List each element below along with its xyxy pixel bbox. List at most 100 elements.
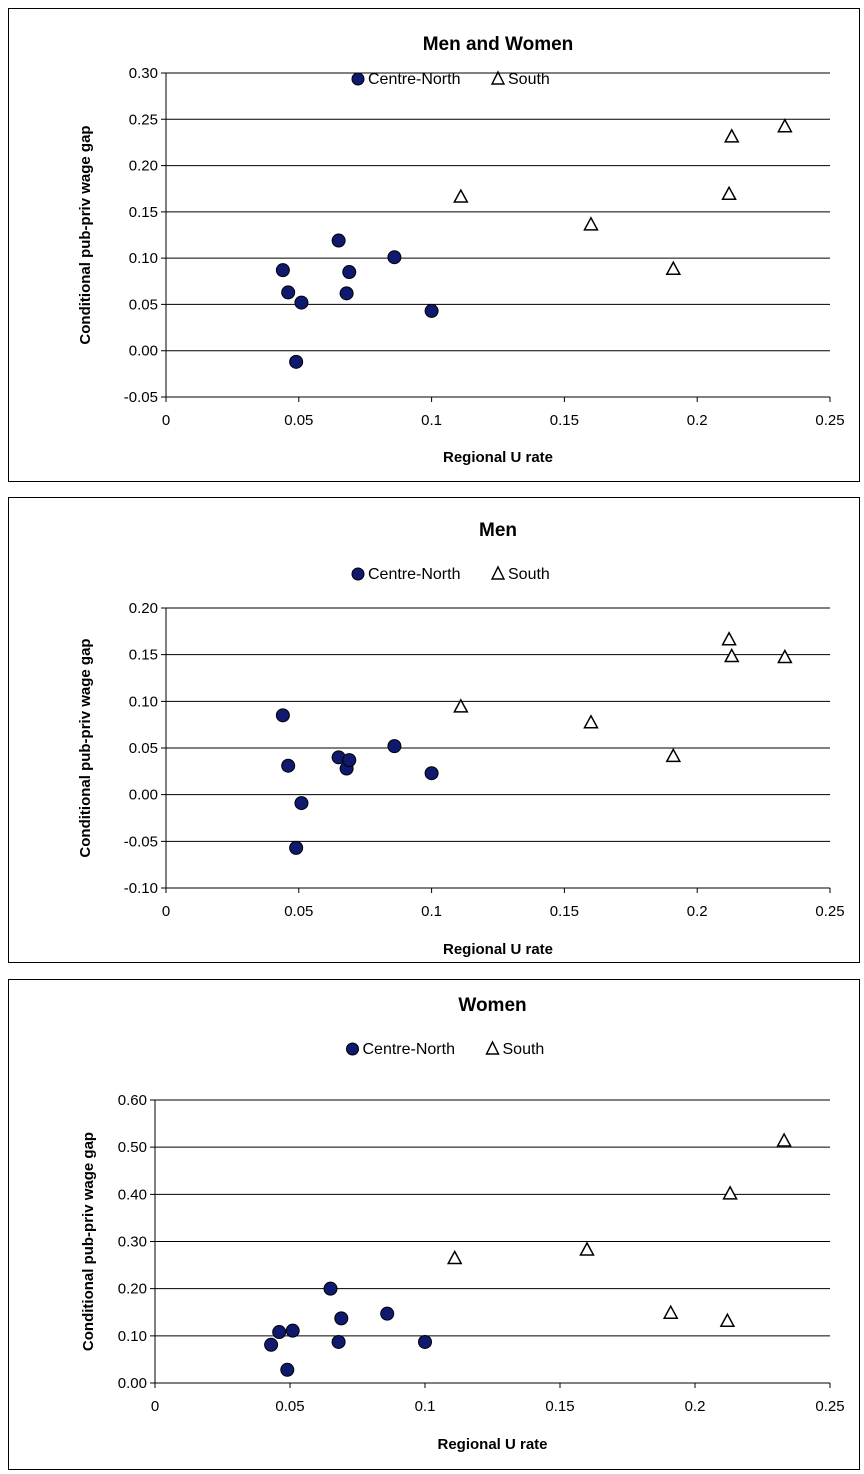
data-point-south <box>723 647 740 663</box>
legend: Centre-North South <box>346 1040 545 1058</box>
x-tick-label: 0.25 <box>815 1398 844 1415</box>
data-point-south <box>583 714 599 729</box>
legend-marker-circle <box>351 567 365 581</box>
legend-marker-circle <box>351 72 365 86</box>
data-point-south <box>583 216 599 231</box>
chart-title: Men and Women <box>423 34 574 55</box>
x-tick-label: 0.15 <box>550 412 579 429</box>
x-tick-label: 0 <box>162 412 170 429</box>
y-tick-label: 0.05 <box>129 740 158 757</box>
y-tick-label: 0.15 <box>129 647 158 664</box>
data-point-south <box>665 260 682 276</box>
chart-panel-men-and-women: Men and Women Centre-North South -0.05 0.00 0… <box>8 8 860 482</box>
y-axis-label: Conditional pub-priv wage gap <box>77 638 94 857</box>
data-point-centre-north <box>339 286 354 301</box>
x-tick-label: 0 <box>151 1398 159 1415</box>
chart-title: Men <box>479 520 517 541</box>
data-point-south <box>665 747 682 763</box>
data-point-centre-north <box>281 285 296 300</box>
x-tick-label: 0.1 <box>421 412 442 429</box>
x-tick-label: 0.2 <box>687 412 708 429</box>
y-tick-label: -0.05 <box>124 833 158 850</box>
data-point-centre-north <box>418 1334 432 1349</box>
data-point-south <box>777 648 793 664</box>
data-point-south <box>453 188 469 203</box>
x-tick-label: 0.2 <box>685 1398 706 1415</box>
y-tick-label: 0.25 <box>129 111 158 128</box>
y-axis-label: Conditional pub-priv wage gap <box>80 1132 97 1351</box>
x-axis-label: Regional U rate <box>437 1436 547 1453</box>
y-tick-label: 0.10 <box>129 250 158 267</box>
x-tick-label: 0.15 <box>550 903 579 920</box>
data-point-south <box>776 1132 792 1147</box>
data-point-centre-north <box>289 840 304 855</box>
y-tick-label: 0.00 <box>129 787 158 804</box>
y-tick-label: -0.10 <box>124 880 158 897</box>
y-tick-label: 0.30 <box>129 65 158 82</box>
data-point-south <box>719 1312 736 1327</box>
x-tick-label: 0.05 <box>284 903 313 920</box>
legend-marker-circle <box>346 1042 359 1056</box>
x-tick-label: 0.25 <box>815 903 844 920</box>
legend-label-south: South <box>508 566 550 583</box>
y-tick-label: 0.20 <box>129 158 158 175</box>
y-tick-label: 0.50 <box>118 1139 147 1156</box>
x-tick-label: 0.1 <box>421 903 442 920</box>
x-tick-label: 0.05 <box>284 412 313 429</box>
data-point-south <box>579 1241 595 1256</box>
legend: Centre-North South <box>351 70 550 88</box>
y-tick-label: 0.40 <box>118 1186 147 1203</box>
data-point-centre-north <box>380 1306 395 1321</box>
y-tick-label: 0.10 <box>118 1328 147 1345</box>
legend-label-south: South <box>503 1041 545 1058</box>
data-point-centre-north <box>334 1311 349 1326</box>
data-point-south <box>662 1304 679 1319</box>
x-tick-label: 0.25 <box>815 412 844 429</box>
data-point-centre-north <box>387 250 402 265</box>
data-point-south <box>721 631 737 646</box>
data-point-centre-north <box>323 1281 338 1296</box>
y-tick-label: 0.20 <box>118 1281 147 1298</box>
data-point-centre-north <box>331 1334 346 1349</box>
legend-marker-triangle <box>485 1040 500 1055</box>
data-point-centre-north <box>289 354 304 369</box>
x-tick-label: 0.2 <box>687 903 708 920</box>
y-tick-label: 0.00 <box>129 343 158 360</box>
data-point-centre-north <box>294 796 309 811</box>
data-point-centre-north <box>280 1362 295 1377</box>
chart-panel-men: Men Centre-North South -0.10 -0.05 0.00 0.05 0.… <box>8 497 860 963</box>
y-tick-label: 0.10 <box>129 693 158 710</box>
legend-label-centre-north: Centre-North <box>368 71 460 88</box>
y-axis-label: Conditional pub-priv wage gap <box>77 125 94 344</box>
data-point-centre-north <box>294 295 309 310</box>
data-point-south <box>722 1185 738 1200</box>
x-tick-label: 0.1 <box>415 1398 436 1415</box>
y-tick-label: 0.00 <box>118 1375 147 1392</box>
legend-label-centre-north: Centre-North <box>368 566 460 583</box>
y-tick-label: 0.30 <box>118 1234 147 1251</box>
legend: Centre-North South <box>351 565 550 583</box>
data-point-centre-north <box>331 233 346 248</box>
data-point-south <box>777 118 793 133</box>
y-tick-label: -0.05 <box>124 389 158 406</box>
data-point-south <box>453 698 469 713</box>
chart-title: Women <box>458 995 526 1016</box>
legend-label-south: South <box>508 71 550 88</box>
data-point-centre-north <box>264 1337 279 1352</box>
chart-panel-women: Women Centre-North South 0.00 0.10 0.20 0.30 0.… <box>8 979 860 1470</box>
x-axis-label: Regional U rate <box>443 449 553 466</box>
y-tick-label: 0.20 <box>129 600 158 617</box>
data-point-centre-north <box>275 263 290 278</box>
scatter-chart-men-and-women: Men and Women Centre-North South -0.05 0.00 0… <box>77 34 845 466</box>
data-point-south <box>446 1249 463 1265</box>
x-tick-label: 0.05 <box>275 1398 304 1415</box>
legend-label-centre-north: Centre-North <box>363 1041 455 1058</box>
data-point-centre-north <box>285 1323 300 1338</box>
data-point-south <box>723 128 740 143</box>
data-point-centre-north <box>281 758 296 773</box>
data-point-centre-north <box>342 753 357 768</box>
data-point-centre-north <box>342 265 357 280</box>
x-tick-label: 0.15 <box>545 1398 574 1415</box>
data-point-south <box>721 185 737 201</box>
